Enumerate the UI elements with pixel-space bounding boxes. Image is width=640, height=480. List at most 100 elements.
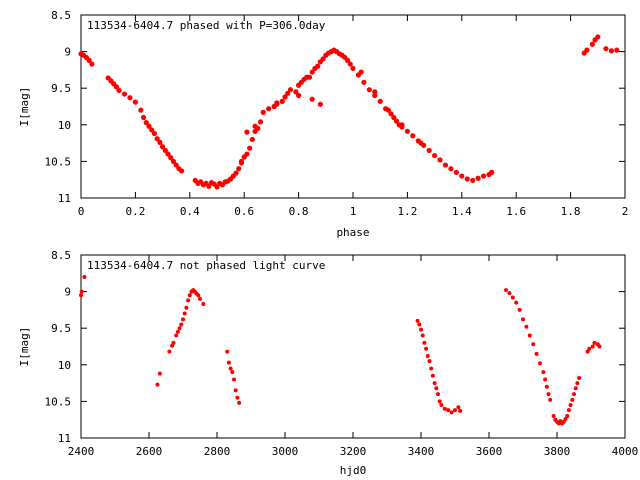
data-point — [426, 147, 432, 154]
data-point — [453, 408, 457, 413]
data-point — [279, 98, 285, 104]
y-tick-label: 8.5 — [51, 249, 71, 262]
data-point — [507, 291, 512, 296]
data-point — [410, 133, 416, 139]
data-point — [432, 152, 438, 159]
data-point — [437, 157, 443, 163]
x-tick-label: 0.4 — [180, 205, 200, 218]
data-point — [347, 61, 353, 67]
data-point — [432, 381, 437, 386]
data-point — [167, 349, 172, 354]
data-point — [252, 123, 258, 129]
phased-y-axis-label: I[mag] — [18, 87, 31, 127]
data-point — [595, 34, 601, 40]
plot-frame — [80, 254, 626, 439]
data-point — [417, 322, 422, 327]
plot-frame — [80, 14, 626, 199]
data-point — [521, 317, 525, 322]
data-point — [464, 176, 470, 182]
data-point — [287, 87, 294, 93]
data-point — [238, 158, 245, 164]
data-point — [170, 158, 177, 164]
data-point — [541, 370, 546, 375]
data-point — [366, 87, 372, 93]
x-tick-label: 3800 — [544, 445, 571, 458]
data-point — [575, 381, 580, 386]
data-point — [597, 344, 602, 349]
data-point — [244, 151, 250, 157]
data-point — [531, 342, 536, 347]
data-point — [230, 370, 235, 375]
data-point — [182, 311, 187, 316]
data-point — [572, 392, 576, 397]
y-tick-label: 10 — [58, 119, 71, 132]
data-point — [391, 114, 397, 121]
data-point — [196, 293, 201, 298]
data-point — [181, 317, 185, 322]
data-point — [568, 403, 573, 408]
data-point — [393, 118, 400, 124]
data-point — [603, 46, 609, 52]
data-point — [154, 136, 160, 142]
x-tick-label: 1 — [350, 205, 357, 218]
data-point — [173, 162, 179, 168]
data-point — [385, 107, 391, 113]
data-point — [237, 400, 242, 405]
data-point — [257, 119, 264, 125]
data-point — [358, 69, 364, 75]
data-point — [372, 92, 378, 99]
phased-plot-title: 113534-6404.7 phased with P=306.0day — [87, 19, 326, 32]
data-point — [584, 47, 590, 53]
data-point — [149, 127, 155, 133]
x-tick-label: 0.8 — [289, 205, 309, 218]
data-point — [480, 173, 487, 179]
y-tick-label: 11 — [58, 192, 71, 205]
data-point — [79, 289, 84, 294]
data-point — [470, 177, 476, 184]
data-point — [132, 99, 138, 105]
data-point — [247, 145, 253, 151]
data-point — [235, 395, 240, 400]
data-point — [89, 61, 95, 67]
data-point — [399, 122, 405, 128]
data-point — [151, 130, 158, 137]
data-point — [143, 120, 149, 126]
data-point — [82, 274, 87, 279]
data-point — [456, 405, 461, 410]
data-point — [563, 416, 568, 421]
data-point — [429, 366, 434, 371]
data-point — [573, 386, 578, 391]
data-point — [244, 129, 250, 135]
x-tick-label: 2600 — [136, 445, 163, 458]
x-tick-label: 3400 — [408, 445, 435, 458]
data-point — [350, 65, 356, 72]
y-tick-label: 10 — [58, 359, 71, 372]
data-point — [266, 106, 272, 112]
x-tick-label: 1.4 — [452, 205, 472, 218]
data-point — [165, 151, 171, 157]
x-tick-label: 0.2 — [125, 205, 145, 218]
data-point — [424, 346, 429, 351]
x-tick-label: 3000 — [272, 445, 299, 458]
data-point — [138, 107, 144, 113]
data-point — [282, 94, 288, 100]
data-point — [577, 375, 582, 380]
x-tick-label: 0.6 — [234, 205, 254, 218]
data-point — [434, 386, 439, 391]
data-point — [534, 351, 539, 356]
data-point — [377, 98, 383, 104]
data-point — [179, 322, 184, 327]
data-point — [285, 90, 291, 96]
data-point — [306, 74, 313, 80]
data-point — [543, 377, 548, 382]
y-tick-label: 10.5 — [45, 155, 72, 168]
data-point — [233, 388, 238, 393]
phased-x-axis-label: phase — [336, 226, 369, 239]
data-point — [546, 392, 551, 397]
data-point — [184, 305, 189, 310]
data-point — [437, 399, 442, 404]
data-point — [317, 101, 323, 107]
data-point — [309, 69, 315, 75]
data-point — [419, 327, 423, 332]
